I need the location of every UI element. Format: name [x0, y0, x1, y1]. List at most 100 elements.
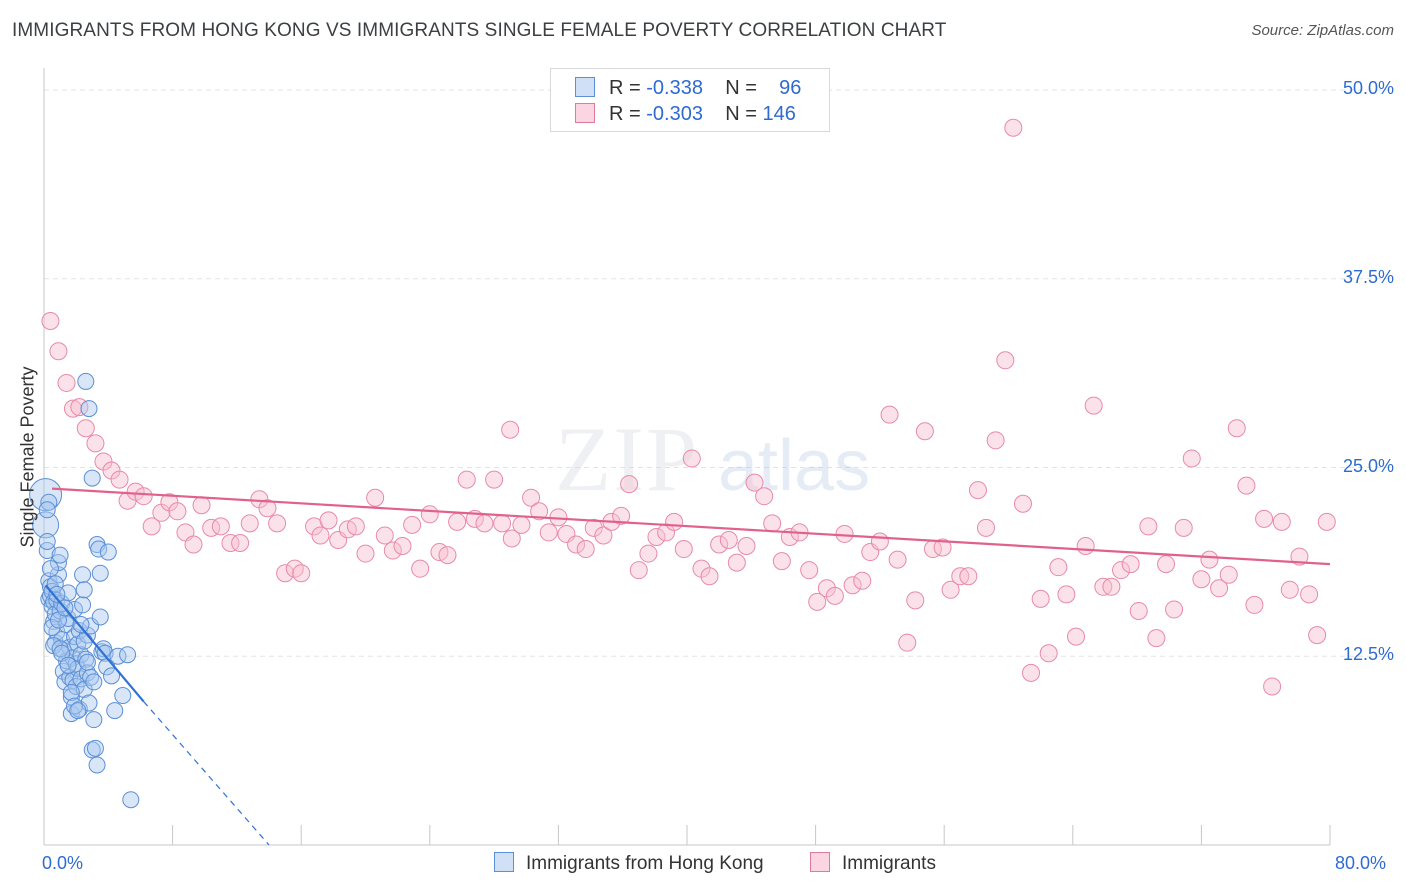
immigrants-point: [292, 564, 311, 583]
immigrants-point: [501, 420, 520, 439]
immigrants-point: [710, 535, 729, 554]
hong-kong-point: [80, 400, 98, 418]
legend-r-value: -0.303: [646, 103, 703, 125]
hong-kong-point: [59, 656, 77, 674]
hong-kong-point: [77, 650, 95, 668]
hong-kong-point: [38, 501, 56, 519]
hong-kong-point: [74, 596, 92, 614]
immigrants-point: [311, 526, 330, 545]
immigrants-point: [1308, 626, 1327, 645]
x-tick-max: 80.0%: [1335, 853, 1387, 873]
legend-r-value: -0.338: [646, 77, 703, 99]
immigrants-point: [539, 523, 558, 542]
immigrants-point: [268, 514, 287, 533]
y-axis-label: Single Female Poverty: [17, 366, 38, 548]
immigrants-point: [493, 514, 512, 533]
immigrants-point: [231, 534, 250, 552]
immigrants-point: [639, 544, 658, 563]
hong-kong-point: [38, 532, 56, 550]
immigrants-point: [808, 592, 827, 611]
immigrants-point: [647, 527, 666, 546]
immigrants-point: [530, 502, 549, 521]
immigrants-point: [142, 517, 161, 536]
hong-kong-point: [103, 667, 121, 685]
hong-kong-point: [106, 702, 124, 720]
immigrants-point: [1317, 512, 1336, 531]
hong-kong-point: [86, 739, 104, 757]
immigrants-point: [1255, 509, 1274, 528]
hong-kong-point: [96, 644, 114, 662]
immigrants-point: [584, 518, 603, 537]
immigrants-point: [1182, 449, 1201, 468]
immigrants-point: [1139, 517, 1158, 536]
immigrants-point: [870, 532, 889, 551]
immigrants-point: [411, 559, 430, 578]
immigrants-point: [959, 567, 978, 586]
immigrants-point: [1049, 558, 1068, 577]
axes: [43, 68, 1331, 846]
hong-kong-point: [88, 756, 106, 774]
immigrants-point: [888, 550, 907, 569]
hong-kong-point: [77, 372, 95, 390]
immigrants-point: [594, 526, 613, 545]
immigrants-point: [1067, 627, 1086, 646]
x-tick-min: 0.0%: [42, 853, 84, 873]
immigrants-point: [772, 552, 791, 571]
hong-kong-points: [29, 372, 140, 809]
bottom-legend-label: Immigrants from Hong Kong: [526, 853, 764, 874]
hong-kong-point: [69, 702, 87, 720]
hong-kong-point: [83, 469, 101, 487]
hong-kong-point: [78, 653, 96, 671]
immigrants-point: [755, 487, 774, 506]
hong-kong-point: [122, 791, 140, 809]
immigrants-point: [763, 514, 782, 533]
immigrants-point: [915, 422, 934, 441]
immigrants-point: [719, 530, 738, 549]
immigrants-point: [276, 564, 295, 583]
immigrants-point: [737, 537, 756, 556]
immigrants-point: [853, 571, 872, 590]
immigrants-point: [502, 529, 521, 548]
immigrants-point: [1084, 396, 1103, 415]
immigrants-point: [258, 499, 277, 518]
legend-n-label: N =: [725, 77, 757, 99]
immigrants-point: [745, 473, 764, 492]
immigrants-point: [211, 517, 230, 536]
hong-kong-point: [91, 564, 109, 582]
legend-r-label: R =: [609, 103, 641, 125]
immigrants-point: [996, 351, 1015, 370]
immigrants-point: [192, 496, 211, 515]
immigrants-point: [49, 342, 68, 361]
immigrants-point: [1147, 629, 1166, 648]
immigrants-point: [1210, 579, 1229, 598]
immigrants-point: [825, 586, 844, 605]
legend-swatch-immigrants: [575, 103, 595, 123]
immigrants-point: [285, 559, 304, 578]
hong-kong-trend-extension: [143, 701, 270, 846]
immigrants-point: [319, 511, 338, 530]
legend-n-label: N =: [725, 103, 757, 125]
immigrants-point: [1227, 419, 1246, 438]
immigrants-point: [727, 553, 746, 572]
bottom-legend-hong-kong: Immigrants from Hong Kong: [494, 852, 764, 875]
hong-kong-point: [48, 585, 66, 603]
immigrants-point: [86, 434, 105, 453]
immigrants-point: [1039, 644, 1058, 663]
immigrants-point: [1165, 600, 1184, 619]
hong-kong-point: [119, 646, 137, 664]
immigrants-point: [665, 512, 684, 531]
immigrants-point: [221, 534, 240, 552]
immigrants-point: [420, 505, 439, 524]
trend-lines: [44, 487, 1331, 846]
immigrants-point: [485, 470, 504, 489]
immigrants-point: [576, 540, 595, 559]
immigrants-point: [110, 470, 129, 489]
hong-kong-point: [32, 511, 60, 539]
immigrants-point: [184, 535, 203, 554]
y-tick-label: 50.0%: [1342, 78, 1394, 98]
bottom-legend-immigrants: Immigrants: [810, 852, 936, 875]
immigrants-point: [346, 517, 365, 536]
immigrants-point: [1013, 494, 1032, 513]
y-tick-label: 37.5%: [1342, 266, 1394, 287]
immigrants-point: [1112, 561, 1131, 580]
